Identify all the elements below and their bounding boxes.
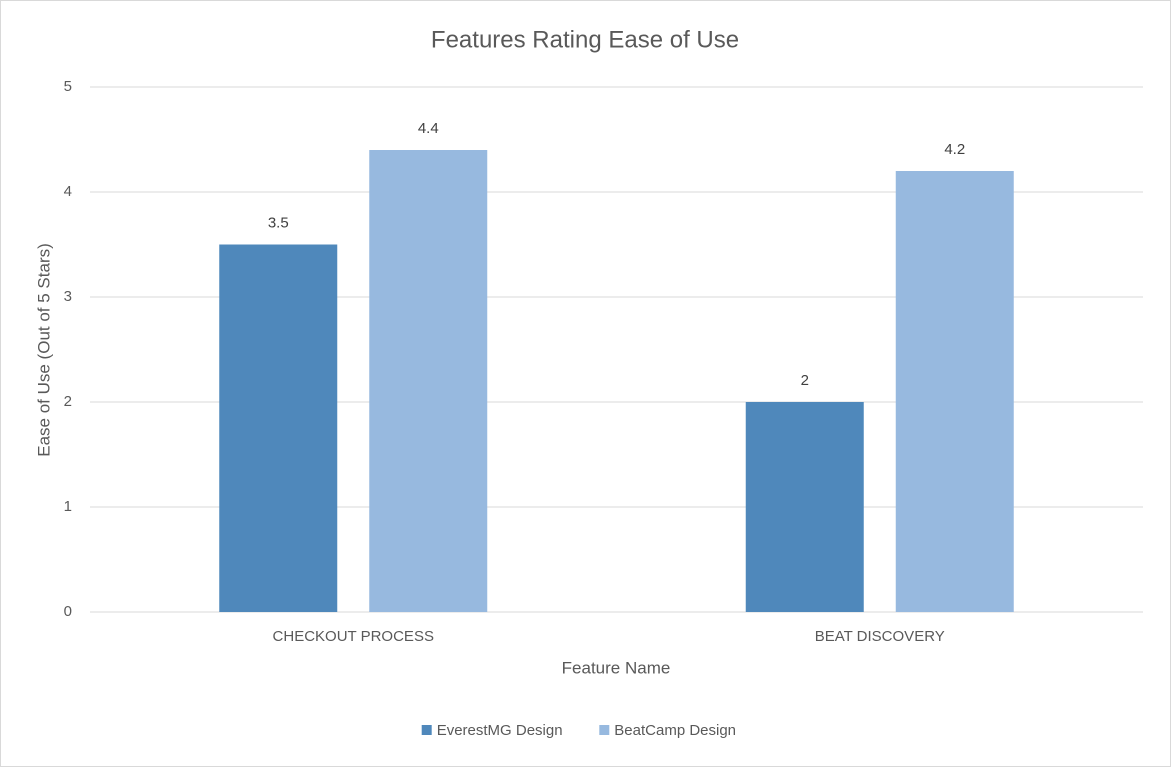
legend-label: EverestMG Design (437, 722, 563, 739)
y-tick-label: 2 (64, 393, 72, 410)
x-tick-label: BEAT DISCOVERY (815, 628, 945, 645)
legend-swatch (599, 725, 610, 735)
y-tick-label: 0 (64, 603, 72, 620)
bar (895, 171, 1014, 612)
y-tick-label: 4 (64, 183, 72, 200)
bar (219, 244, 338, 612)
y-axis-title: Ease of Use (Out of 5 Stars) (34, 243, 53, 457)
chart-title: Features Rating Ease of Use (431, 26, 739, 53)
data-label: 4.2 (944, 141, 965, 158)
data-label: 3.5 (268, 214, 289, 231)
legend-swatch (421, 725, 432, 735)
y-tick-label: 1 (64, 498, 72, 515)
x-tick-label: CHECKOUT PROCESS (273, 628, 434, 645)
bar (369, 150, 488, 612)
y-tick-label: 3 (64, 288, 72, 305)
bar (745, 402, 864, 612)
legend-label: BeatCamp Design (614, 722, 736, 739)
data-label: 4.4 (418, 120, 439, 137)
x-axis-title: Feature Name (562, 658, 671, 677)
y-tick-label: 5 (64, 78, 72, 95)
data-label: 2 (801, 372, 809, 389)
